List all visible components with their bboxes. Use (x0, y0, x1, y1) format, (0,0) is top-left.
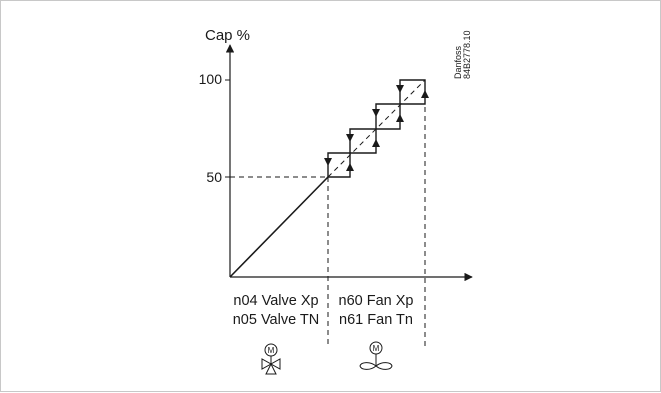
step-up-arrows (346, 90, 429, 171)
step-down-arrow (324, 158, 332, 166)
dashed-fan-ramp (327, 79, 426, 178)
fan-xp-label: n60 Fan Xp (339, 293, 414, 309)
step-down-arrow (396, 85, 404, 93)
y-axis-label: Cap % (205, 27, 250, 44)
y-tick-label-100: 100 (199, 71, 223, 87)
fan-tn-label: n61 Fan Tn (339, 312, 413, 328)
svg-text:M: M (373, 344, 380, 353)
valve-tn-label: n05 Valve TN (233, 312, 320, 328)
step-up-arrow (396, 114, 404, 122)
motorized-fan-icon: M (359, 341, 393, 370)
step-up-arrow (421, 90, 429, 98)
y-tick-label-50: 50 (206, 169, 222, 185)
step-up-arrow (346, 163, 354, 171)
svg-text:M: M (268, 346, 275, 355)
valve-capacity-ramp (229, 176, 329, 278)
step-up-arrow (372, 139, 380, 147)
brand-name: Danfoss (453, 45, 463, 79)
motorized-three-way-valve-icon: M (261, 343, 281, 375)
drawing-number: 84B2778.10 (462, 30, 472, 79)
step-down-arrows (324, 85, 404, 166)
valve-xp-label: n04 Valve Xp (233, 293, 318, 309)
step-down-arrow (372, 109, 380, 117)
step-down-arrow (346, 134, 354, 142)
